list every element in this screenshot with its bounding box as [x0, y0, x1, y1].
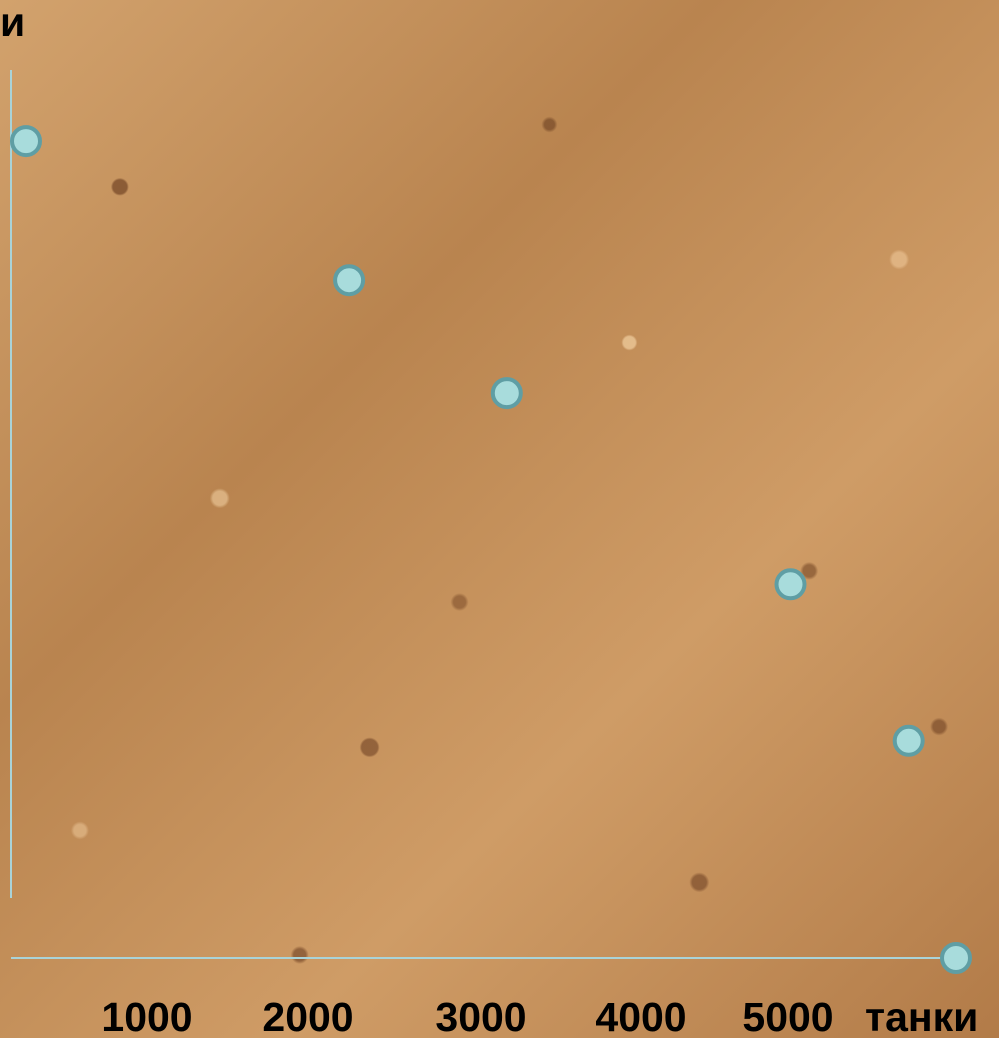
data-points [10, 125, 972, 974]
x-tick-labels: 1000 2000 3000 4000 5000 [101, 994, 833, 1038]
data-point [10, 125, 42, 158]
x-tick-label: 1000 [101, 994, 192, 1038]
x-tick-label: 3000 [435, 994, 526, 1038]
data-point [940, 942, 972, 974]
data-point [333, 264, 366, 297]
y-axis-label: и [0, 0, 25, 45]
x-tick-label: 4000 [595, 994, 686, 1038]
data-point [490, 377, 523, 410]
x-axis-label: танки [865, 994, 978, 1038]
data-point [892, 724, 925, 757]
x-tick-label: 2000 [262, 994, 353, 1038]
data-point [774, 568, 807, 601]
x-tick-label: 5000 [742, 994, 833, 1038]
